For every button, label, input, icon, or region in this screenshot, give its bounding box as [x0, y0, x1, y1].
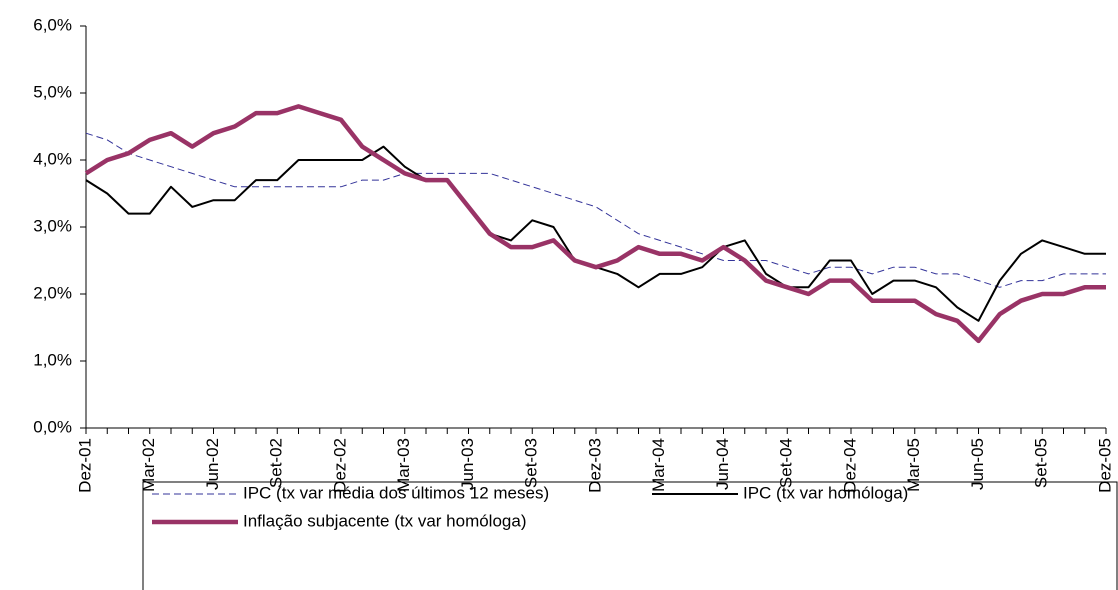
legend-box — [142, 481, 1118, 590]
x-tick-label: Set-04 — [777, 438, 796, 488]
x-tick-label: Mar-04 — [649, 438, 668, 492]
x-tick-label: Mar-02 — [139, 438, 158, 492]
y-tick-label: 3,0% — [33, 216, 72, 235]
x-tick-label: Mar-03 — [394, 438, 413, 492]
line-series — [85, 132, 1106, 288]
x-tick-label: Dez-01 — [75, 438, 94, 493]
y-tick-label: 2,0% — [33, 283, 72, 302]
x-tick-label: Dez-02 — [330, 438, 349, 493]
x-tick-label: Set-05 — [1032, 438, 1051, 488]
x-tick-label: Dez-03 — [585, 438, 604, 493]
legend-label: IPC (tx var homóloga) — [743, 483, 908, 502]
x-tick-label: Jun-03 — [458, 438, 477, 490]
x-tick-label: Set-03 — [522, 438, 541, 488]
x-tick-label: Jun-02 — [203, 438, 222, 490]
x-tick-label: Jun-05 — [968, 438, 987, 490]
legend-label: Inflação subjacente (tx var homóloga) — [243, 511, 527, 530]
line-series — [84, 104, 1106, 344]
y-tick-label: 4,0% — [33, 149, 72, 168]
y-tick-label: 6,0% — [33, 15, 72, 34]
x-tick-label: Dez-05 — [1095, 438, 1114, 493]
y-tick-label: 0,0% — [33, 417, 72, 436]
y-tick-label: 5,0% — [33, 82, 72, 101]
x-tick-label: Jun-04 — [713, 438, 732, 490]
x-tick-label: Set-02 — [267, 438, 286, 488]
legend-label: IPC (tx var média dos últimos 12 meses) — [243, 483, 549, 502]
x-tick-label: Mar-05 — [904, 438, 923, 492]
line-series — [85, 145, 1106, 322]
x-tick-label: Dez-04 — [840, 438, 859, 493]
y-tick-label: 1,0% — [33, 350, 72, 369]
